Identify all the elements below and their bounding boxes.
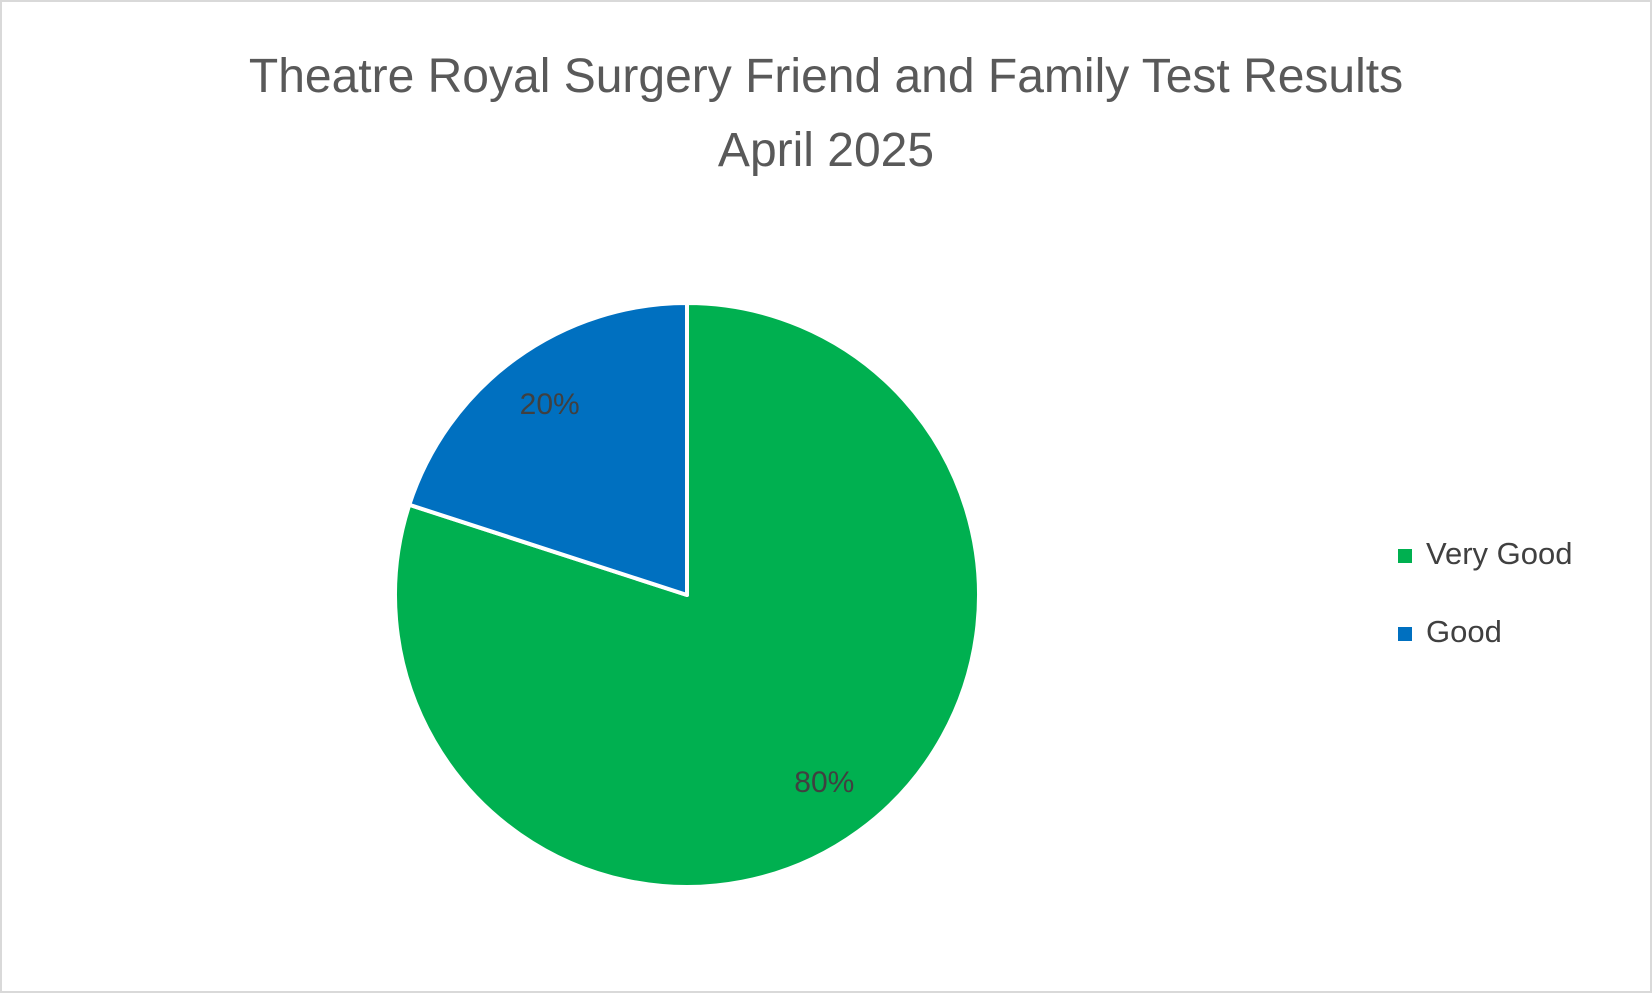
legend-label: Good [1426,614,1502,649]
legend-swatch [1398,549,1412,563]
legend-swatch [1398,627,1412,641]
data-label: 20% [520,388,580,421]
data-label: 80% [794,766,854,799]
pie-slice [407,301,689,597]
legend-label: Very Good [1426,536,1572,571]
chart-title: Theatre Royal Surgery Friend and Family … [248,50,1404,177]
